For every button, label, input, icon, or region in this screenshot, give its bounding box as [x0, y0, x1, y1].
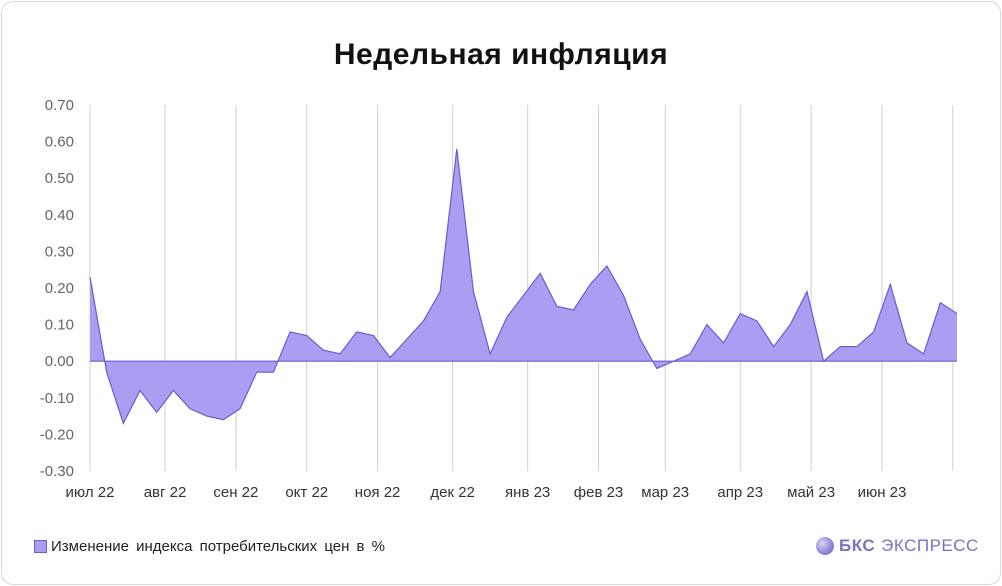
- y-axis: -0.30 -0.20 -0.10 0.00 0.10 0.20 0.30 0.40 0.50 0…: [40, 97, 74, 480]
- x-tick-label: ноя 22: [355, 484, 401, 501]
- y-tick-label: 0.10: [45, 317, 74, 334]
- x-tick-label: дек 22: [430, 484, 475, 501]
- bks-logo-icon: [816, 537, 834, 555]
- y-tick-label: 0.60: [45, 134, 74, 151]
- y-tick-label: -0.30: [40, 463, 74, 480]
- brand-name: БКС: [839, 536, 876, 555]
- x-tick-label: сен 22: [213, 484, 258, 501]
- chart-title: Недельная инфляция: [333, 38, 669, 71]
- brand-logo-block: БКС ЭКСПРЕСС: [816, 535, 979, 557]
- area-outline: [89, 148, 958, 425]
- legend-label: Изменение индекса потребительских цен в …: [51, 537, 386, 555]
- y-tick-label: 0.70: [45, 97, 74, 114]
- x-tick-label: май 23: [787, 484, 835, 501]
- legend: Изменение индекса потребительских цен в …: [34, 537, 385, 555]
- y-tick-label: -0.20: [40, 426, 74, 443]
- x-tick-label: авг 22: [144, 484, 187, 501]
- brand-sub: ЭКСПРЕСС: [881, 536, 979, 555]
- y-tick-label: 0.00: [45, 353, 74, 370]
- y-tick-label: 0.40: [45, 207, 74, 224]
- x-tick-label: апр 23: [717, 484, 763, 501]
- y-tick-label: 0.30: [45, 243, 74, 260]
- x-tick-label: мар 23: [641, 484, 689, 501]
- series-area: [89, 148, 958, 425]
- y-tick-label: 0.50: [45, 170, 74, 187]
- x-tick-label: июл 22: [66, 484, 115, 501]
- legend-swatch: [34, 539, 47, 553]
- x-tick-label: фев 23: [574, 484, 624, 501]
- x-axis: июл 22 авг 22 сен 22 окт 22 ноя 22 дек 22 янв …: [66, 484, 907, 501]
- y-tick-label: 0.20: [45, 280, 74, 297]
- y-tick-label: -0.10: [40, 390, 74, 407]
- area-fill: [90, 148, 957, 424]
- x-tick-label: июн 23: [858, 484, 907, 501]
- x-tick-label: окт 22: [285, 484, 328, 501]
- x-tick-label: янв 23: [505, 484, 550, 501]
